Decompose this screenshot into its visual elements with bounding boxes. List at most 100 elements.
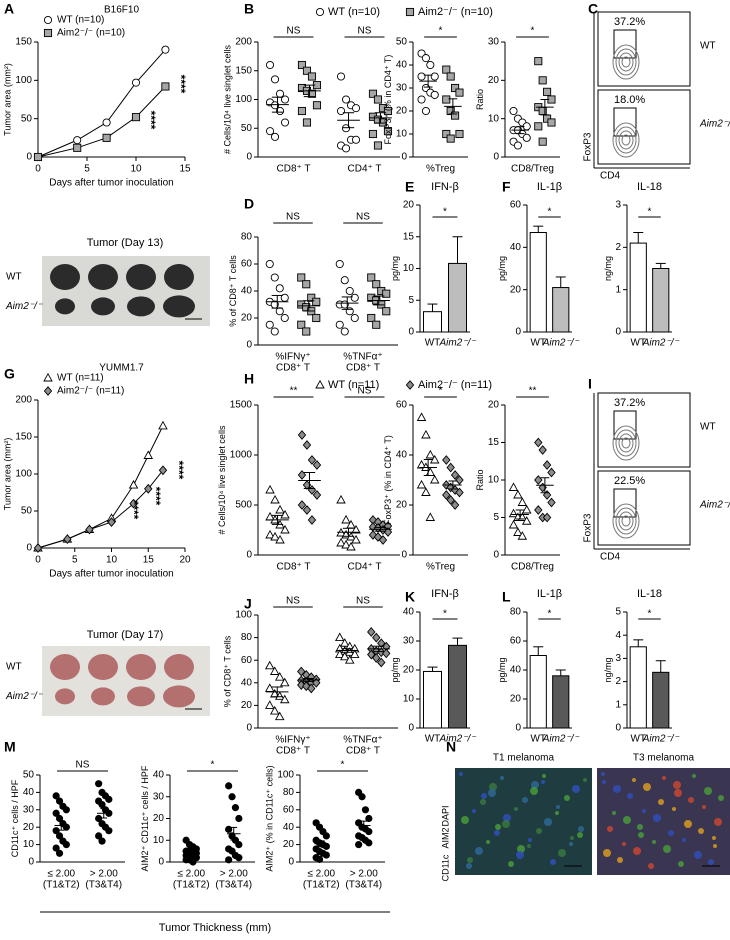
data-point bbox=[265, 320, 274, 329]
data-point bbox=[158, 465, 168, 476]
y-tick-label: 150 bbox=[235, 65, 252, 76]
data-point bbox=[322, 842, 330, 850]
y-tick-label: 1 bbox=[615, 699, 621, 710]
x-tick-label: CD8⁺ T bbox=[276, 746, 310, 757]
tumor bbox=[126, 654, 156, 680]
data-point bbox=[455, 129, 464, 139]
cell bbox=[459, 772, 463, 776]
x-tick-label: CD8/Treg bbox=[511, 164, 554, 175]
data-point bbox=[279, 677, 290, 687]
data-point bbox=[297, 430, 307, 440]
data-point bbox=[264, 660, 275, 670]
x-tick-label: (T3&T4) bbox=[345, 880, 382, 891]
y-tick-label: 0 bbox=[401, 152, 407, 163]
tumor bbox=[127, 686, 155, 707]
data-point bbox=[382, 289, 391, 298]
gate-percent: 22.5% bbox=[614, 475, 645, 487]
row-label: Aim2⁻/⁻ bbox=[699, 500, 730, 511]
data-point bbox=[270, 132, 280, 141]
x-tick-label: > 2.00 bbox=[220, 869, 249, 880]
cell bbox=[570, 836, 574, 840]
contour bbox=[618, 433, 634, 453]
y-tick-label: 0 bbox=[493, 550, 499, 561]
x-tick-label: WT bbox=[425, 734, 441, 745]
y-tick-label: 3 bbox=[615, 200, 621, 211]
cell bbox=[495, 824, 501, 830]
data-point bbox=[373, 95, 383, 104]
x-tick-label: CD4⁺ T bbox=[348, 164, 382, 175]
data-point bbox=[297, 320, 306, 329]
y-tick-label: 500 bbox=[235, 500, 252, 511]
y-tick-label: 30 bbox=[396, 83, 408, 94]
cell bbox=[522, 797, 528, 803]
bar bbox=[448, 644, 467, 729]
data-point bbox=[52, 827, 60, 835]
cell bbox=[603, 849, 611, 857]
cell bbox=[673, 781, 681, 789]
cell bbox=[467, 857, 473, 863]
data-point bbox=[297, 470, 307, 480]
gate bbox=[613, 107, 637, 137]
data-point bbox=[102, 133, 111, 142]
x-tick-label: Aim2⁻/⁻ bbox=[438, 338, 476, 349]
data-point bbox=[455, 487, 464, 498]
y-axis-label: % of CD8⁺ T cells bbox=[223, 635, 233, 707]
y-tick-label: 0 bbox=[615, 723, 621, 734]
data-point bbox=[372, 632, 381, 643]
data-point bbox=[383, 106, 393, 116]
data-point bbox=[508, 519, 519, 529]
data-point bbox=[315, 855, 324, 863]
y-tick-label: 0 bbox=[515, 327, 521, 338]
data-point bbox=[377, 657, 386, 668]
x-tick-label: > 2.00 bbox=[350, 869, 379, 880]
y-tick-label: 40 bbox=[23, 787, 35, 798]
data-point bbox=[265, 484, 275, 494]
row-label: WT bbox=[700, 422, 716, 433]
cell bbox=[678, 861, 684, 867]
y-tick-label: 10 bbox=[488, 475, 500, 486]
contour bbox=[612, 122, 640, 158]
y-axis-label: ng/mg bbox=[603, 256, 613, 281]
y-tick-label: 20 bbox=[283, 839, 295, 850]
annotation: **** bbox=[127, 501, 141, 520]
data-point bbox=[270, 531, 280, 541]
contour bbox=[618, 130, 634, 150]
x-tick-label: CD8⁺ T bbox=[277, 164, 311, 175]
legend-label: Aim2⁻/⁻ (n=10) bbox=[57, 28, 125, 39]
y-tick-label: 20 bbox=[396, 106, 408, 117]
stain-label: CD11c bbox=[440, 854, 450, 881]
y-tick-label: 40 bbox=[283, 822, 295, 833]
data-point bbox=[297, 60, 307, 70]
data-point bbox=[368, 89, 378, 98]
x-tick-label: %IFNγ⁺ bbox=[275, 352, 310, 363]
cell bbox=[572, 785, 580, 793]
data-point bbox=[55, 832, 64, 840]
y-tick-label: 80 bbox=[241, 632, 253, 643]
cell bbox=[643, 783, 651, 791]
panel-label: N bbox=[446, 739, 456, 755]
data-point bbox=[351, 534, 361, 544]
data-point bbox=[307, 455, 317, 465]
data-point bbox=[85, 524, 94, 535]
data-point bbox=[372, 280, 381, 289]
tumor bbox=[127, 296, 155, 317]
data-point bbox=[365, 814, 373, 823]
cell bbox=[712, 836, 716, 840]
cell bbox=[564, 795, 570, 801]
y-tick-label: 200 bbox=[235, 37, 252, 48]
cell bbox=[613, 785, 621, 793]
row-label: Aim2⁻/⁻ bbox=[5, 691, 43, 702]
contour bbox=[621, 134, 631, 146]
y-tick-label: 1 bbox=[615, 284, 621, 295]
data-point bbox=[521, 516, 532, 525]
data-point bbox=[225, 782, 233, 790]
data-point bbox=[429, 454, 440, 464]
cell bbox=[472, 809, 476, 813]
contour bbox=[615, 507, 637, 535]
x-tick-label: (T1&T2) bbox=[303, 880, 340, 891]
bar bbox=[629, 646, 647, 729]
data-point bbox=[279, 694, 290, 704]
data-point bbox=[52, 792, 60, 800]
x-tick-label: %Treg bbox=[426, 562, 455, 573]
data-point bbox=[442, 95, 451, 104]
